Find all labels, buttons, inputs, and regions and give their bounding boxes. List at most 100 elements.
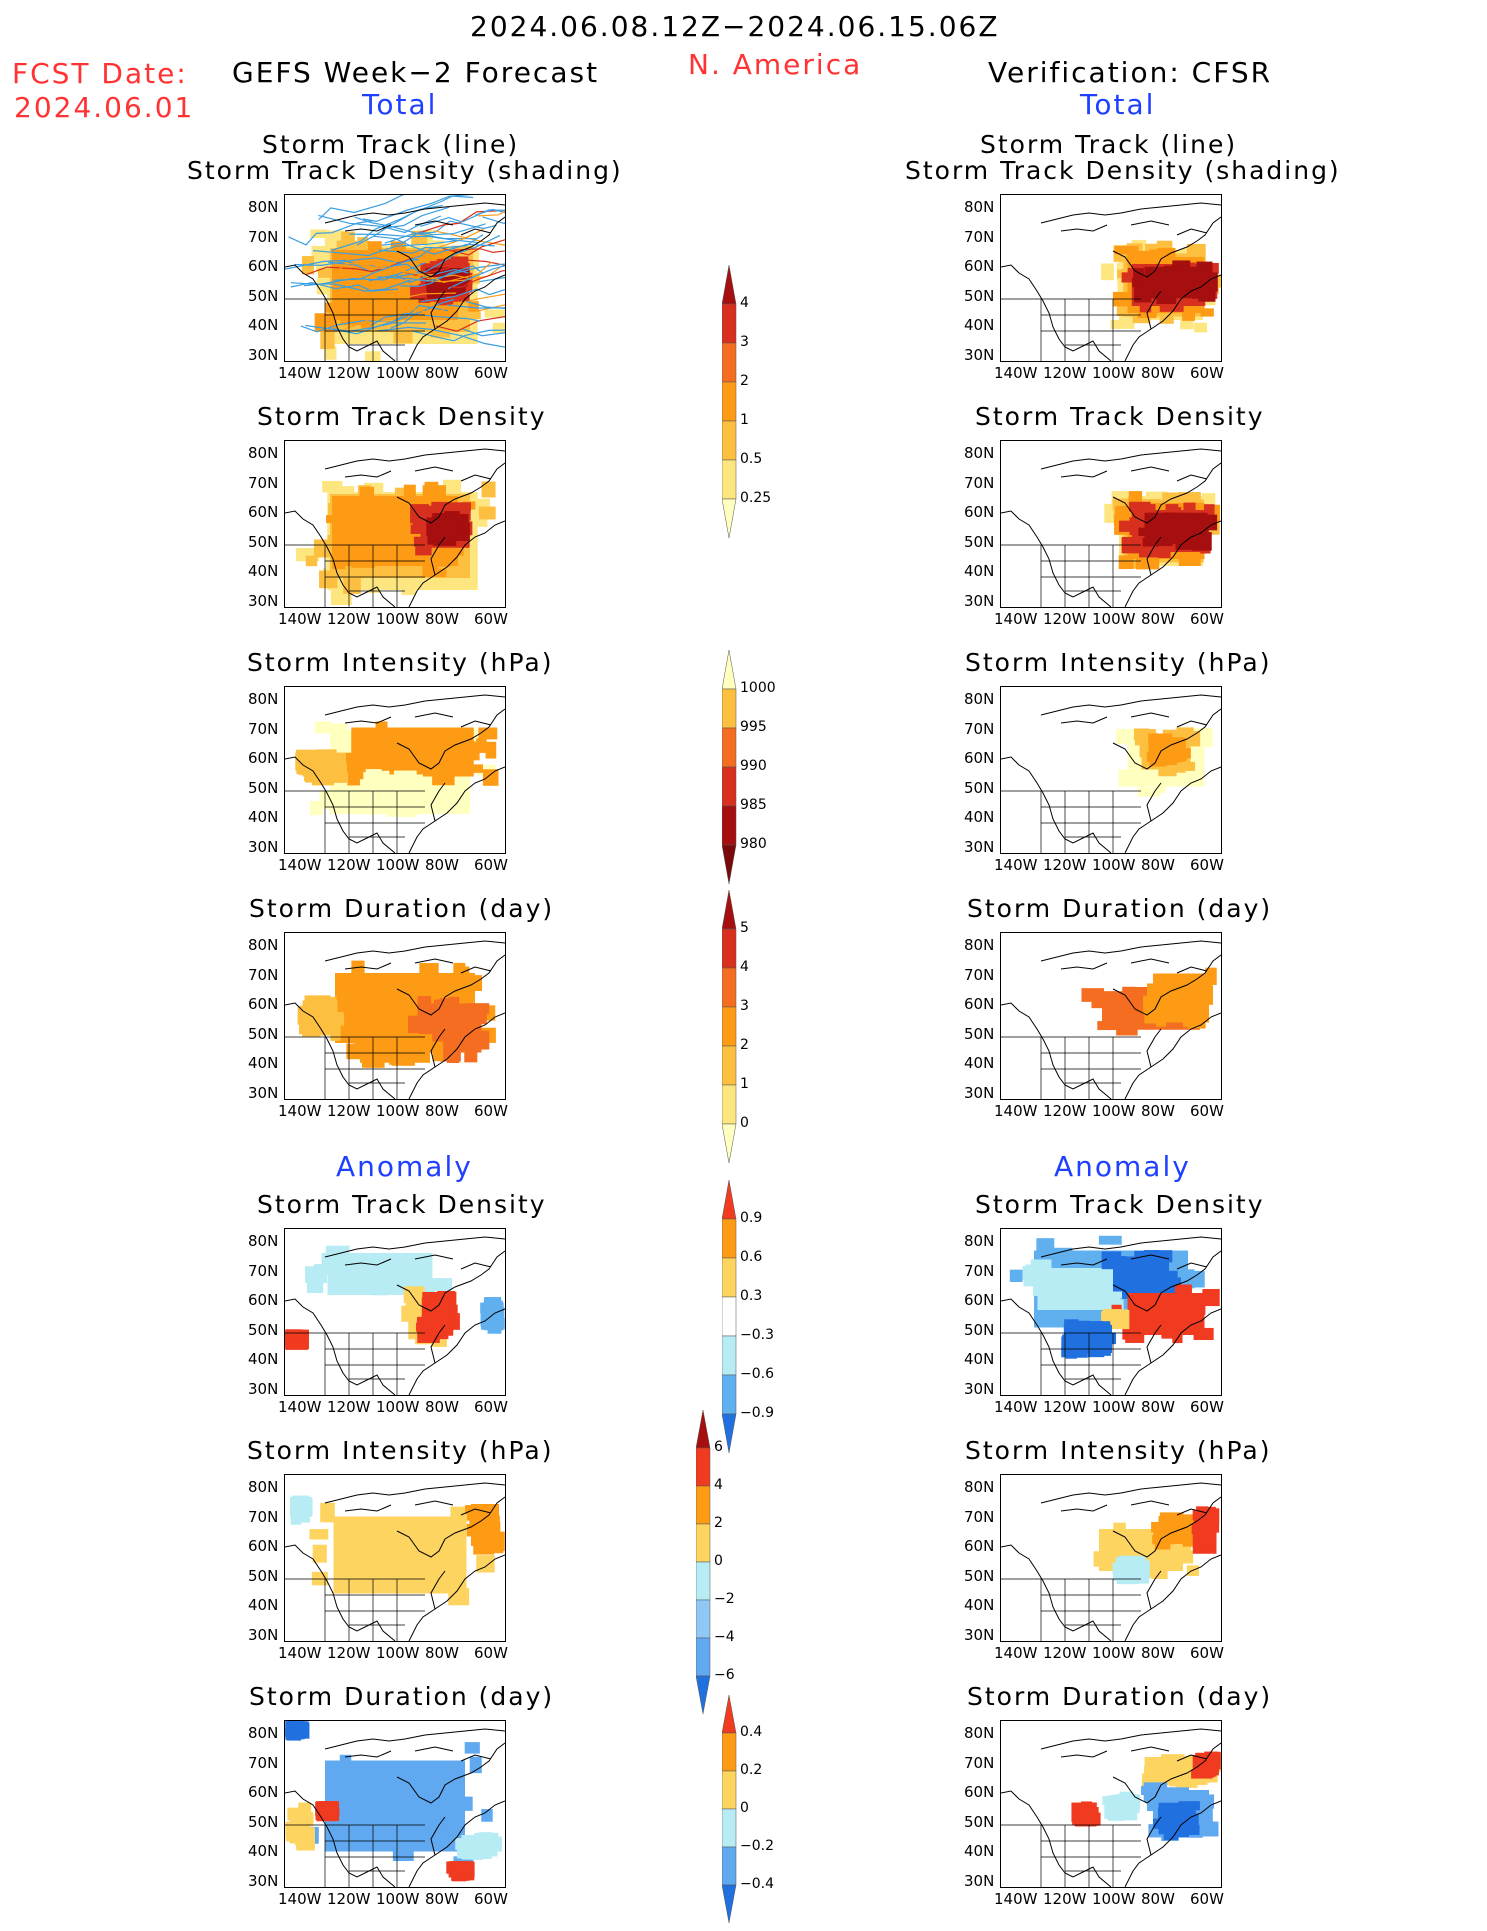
shading-core <box>318 1804 337 1818</box>
shading-cell <box>1101 263 1114 281</box>
lat-tick: 60N <box>248 1291 279 1309</box>
title-density-anom-right: Storm Track Density <box>975 1190 1265 1219</box>
lon-tick: 60W <box>1190 1102 1224 1120</box>
storm-track-line <box>354 216 479 244</box>
lon-tick: 60W <box>474 1102 508 1120</box>
map-right-6 <box>1000 1720 1222 1888</box>
colorbar-segment <box>721 766 737 807</box>
lat-tick: 30N <box>248 1625 279 1644</box>
lat-tick: 50N <box>248 532 279 551</box>
title-duration-anom-right: Storm Duration (day) <box>967 1682 1273 1711</box>
shading-core <box>1113 1256 1169 1292</box>
colorbar-segment <box>721 1374 737 1415</box>
state-borders <box>285 1578 425 1641</box>
lon-tick: 120W <box>327 856 371 874</box>
storm-track-line <box>482 216 505 225</box>
lon-tick: 60W <box>474 856 508 874</box>
lon-tick: 60W <box>474 1398 508 1416</box>
lon-tick: 80W <box>1141 1890 1175 1908</box>
lat-tick: 40N <box>964 1596 995 1614</box>
shading-cell <box>1133 268 1145 284</box>
shading-core <box>289 1808 311 1844</box>
shading-cell <box>492 322 505 333</box>
colorbar-label: −4 <box>714 1629 735 1645</box>
colorbar-label: 1000 <box>740 680 776 696</box>
shading-core <box>304 753 346 781</box>
lon-tick: 80W <box>425 364 459 382</box>
shading-cell <box>306 1274 324 1293</box>
shading-cell <box>478 506 496 520</box>
shading-cell <box>1110 319 1135 329</box>
title-track-shading-right: Storm Track Density (shading) <box>905 156 1341 185</box>
shading-cell <box>463 309 481 320</box>
shading-core <box>462 1835 498 1857</box>
lat-tick: 30N <box>964 1379 995 1398</box>
lon-tick: 60W <box>474 364 508 382</box>
shading-cell <box>1137 787 1161 797</box>
shading-cell <box>482 769 499 786</box>
state-borders <box>1001 1332 1141 1395</box>
shading-core <box>1144 266 1208 299</box>
shading-cell <box>1114 245 1139 255</box>
lat-tick: 40N <box>964 1054 995 1072</box>
lon-tick: 80W <box>1141 1102 1175 1120</box>
colorbar-label: 3 <box>740 998 749 1014</box>
coastline <box>285 940 505 1099</box>
left-anomaly-label: Anomaly <box>336 1150 473 1183</box>
map-right-4 <box>1000 1228 1222 1396</box>
shading-cell <box>481 481 496 498</box>
colorbar-label: 4 <box>740 295 749 311</box>
colorbar-label: 5 <box>740 920 749 936</box>
colorbar-label: 4 <box>740 959 749 975</box>
lon-tick: 120W <box>1043 856 1087 874</box>
lon-tick: 140W <box>994 856 1038 874</box>
shading-cell <box>386 804 406 817</box>
shading-core <box>1117 1559 1145 1581</box>
lat-tick: 30N <box>964 1871 995 1890</box>
lat-tick: 40N <box>964 1350 995 1368</box>
shading-cell <box>469 1756 482 1774</box>
shading-cell <box>314 721 332 734</box>
colorbar-label: 1 <box>740 1076 749 1092</box>
coastline <box>1001 1482 1221 1641</box>
lat-tick: 80N <box>248 444 279 462</box>
lon-tick: 120W <box>327 610 371 628</box>
storm-track-line <box>420 209 505 227</box>
lat-tick: 60N <box>964 1783 995 1801</box>
lat-tick: 70N <box>964 1753 995 1772</box>
colorbar-segment <box>721 264 737 305</box>
coastline <box>285 448 505 607</box>
state-borders <box>285 1036 425 1099</box>
shading-core <box>351 727 474 777</box>
shading-cell <box>1159 313 1174 324</box>
lat-tick: 50N <box>248 286 279 305</box>
lon-tick: 120W <box>1043 1644 1087 1662</box>
shading-core <box>1127 1293 1205 1335</box>
colorbar-segment <box>721 1296 737 1337</box>
shading-core <box>1195 1512 1217 1548</box>
storm-track-line <box>466 300 505 310</box>
colorbar-label: 0 <box>740 1115 749 1131</box>
title-track-line-left: Storm Track (line) <box>262 130 520 159</box>
lon-tick: 140W <box>278 1398 322 1416</box>
lat-tick: 30N <box>248 837 279 856</box>
title-duration-right: Storm Duration (day) <box>967 894 1273 923</box>
lat-tick: 30N <box>964 1625 995 1644</box>
shading-cell <box>345 241 368 252</box>
shading-core <box>1075 1805 1097 1827</box>
state-borders <box>1001 1578 1141 1641</box>
storm-track-line <box>401 293 505 315</box>
colorbar-duration-anomaly: 0.4 0.2 0 −0.2 −0.4 <box>721 1694 774 1931</box>
lat-tick: 80N <box>964 690 995 708</box>
region-label: N. America <box>688 48 863 81</box>
colorbar-label: −6 <box>714 1667 735 1683</box>
colorbar-label: 0.3 <box>740 1288 763 1304</box>
colorbar-label: 0.2 <box>740 1762 763 1778</box>
state-borders <box>285 544 425 607</box>
shading-cell <box>424 240 445 250</box>
coastline <box>285 1236 505 1395</box>
shading-cell <box>481 1809 493 1822</box>
lat-tick: 80N <box>248 690 279 708</box>
lat-tick: 50N <box>964 778 995 797</box>
storm-track-line <box>442 239 505 256</box>
